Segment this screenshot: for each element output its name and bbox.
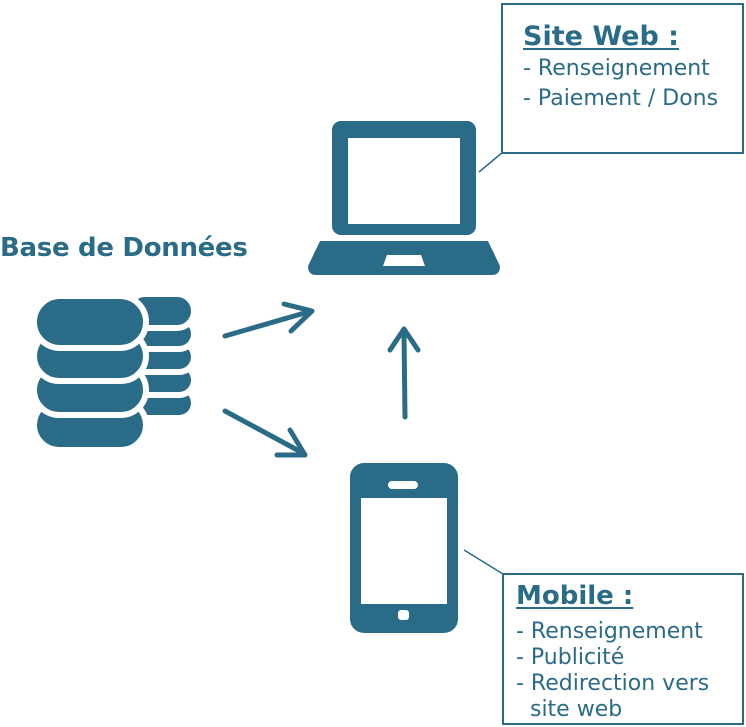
arrow-database-to-laptop (222, 301, 315, 339)
website-callout: Site Web : - Renseignement - Paiement / … (501, 3, 744, 154)
database-icon (31, 291, 197, 453)
mobile-feature-item: site web (516, 697, 623, 722)
mobile-feature-item: - Redirection vers (516, 671, 710, 696)
website-callout-connector (478, 151, 504, 173)
arrows (222, 301, 421, 458)
database-label: Base de Données (0, 233, 248, 263)
arrow-mobile-to-laptop (387, 326, 421, 420)
mobile-feature-item: - Publicité (516, 645, 625, 670)
laptop-icon (308, 121, 500, 275)
database-front-stack (31, 293, 149, 453)
mobile-callout-title: Mobile : (516, 581, 634, 611)
website-feature-item: - Paiement / Dons (523, 86, 719, 111)
website-feature-item: - Renseignement (523, 56, 710, 81)
smartphone-icon (350, 463, 458, 633)
mobile-feature-item: - Renseignement (516, 619, 703, 644)
arrow-database-to-mobile (222, 408, 308, 458)
website-callout-title: Site Web : (523, 21, 679, 52)
mobile-callout: Mobile : - Renseignement - Publicité - R… (502, 573, 744, 725)
mobile-callout-connector (463, 549, 504, 575)
